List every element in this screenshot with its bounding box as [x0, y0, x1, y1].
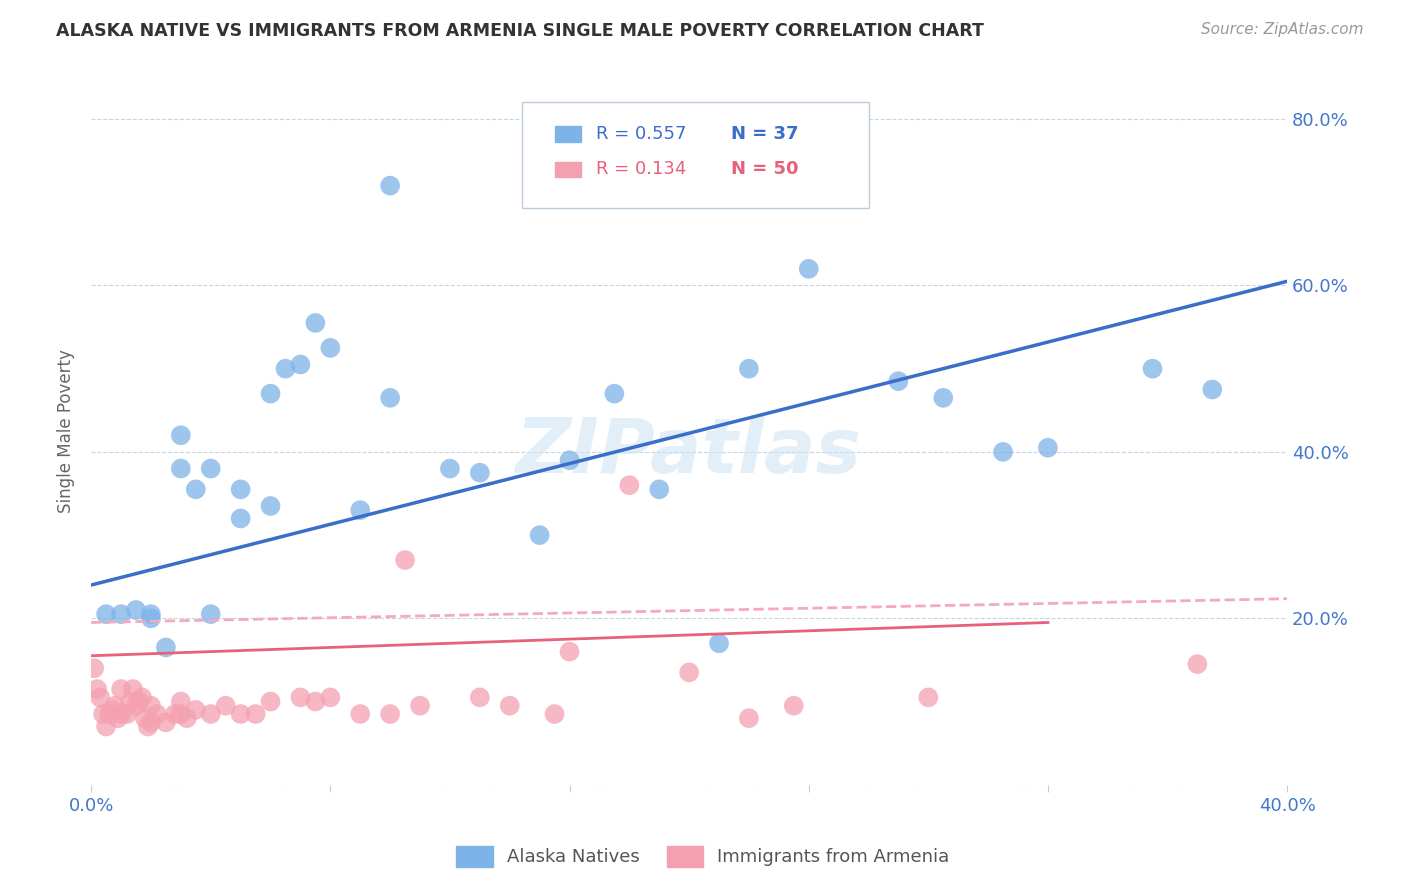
Point: [887, 374, 910, 388]
Point: [139, 715, 162, 730]
Point: [136, 719, 159, 733]
Point: [603, 386, 626, 401]
Point: [98, 706, 121, 721]
Point: [94, 607, 117, 622]
Point: [163, 706, 186, 721]
Point: [110, 607, 132, 622]
Point: [215, 698, 238, 713]
Point: [290, 358, 312, 372]
Point: [558, 453, 581, 467]
Point: [1201, 383, 1223, 397]
Point: [1036, 441, 1059, 455]
Point: [738, 361, 761, 376]
Point: [274, 361, 297, 376]
Point: [122, 681, 145, 696]
Point: [115, 706, 138, 721]
Point: [1142, 361, 1164, 376]
Point: [134, 711, 156, 725]
Point: [468, 690, 491, 705]
Point: [543, 706, 565, 721]
Point: [259, 386, 281, 401]
Point: [89, 690, 111, 705]
Point: [932, 391, 955, 405]
Text: R = 0.557: R = 0.557: [596, 125, 686, 143]
Point: [378, 178, 401, 193]
Text: Source: ZipAtlas.com: Source: ZipAtlas.com: [1201, 22, 1364, 37]
Point: [259, 499, 281, 513]
Point: [94, 719, 117, 733]
FancyBboxPatch shape: [522, 103, 869, 209]
Point: [319, 690, 342, 705]
Point: [229, 483, 252, 497]
Bar: [555, 127, 582, 142]
Text: N = 37: N = 37: [731, 125, 799, 143]
Point: [131, 690, 153, 705]
Point: [991, 445, 1014, 459]
Point: [176, 711, 198, 725]
Point: [170, 694, 193, 708]
Point: [83, 661, 105, 675]
Point: [128, 694, 150, 708]
Point: [139, 611, 162, 625]
Point: [678, 665, 700, 680]
Point: [378, 706, 401, 721]
Text: ZIPatlas: ZIPatlas: [516, 416, 862, 490]
Point: [499, 698, 522, 713]
Point: [529, 528, 551, 542]
Point: [139, 607, 162, 622]
Point: [349, 706, 371, 721]
Point: [110, 706, 132, 721]
Point: [558, 645, 581, 659]
Text: N = 50: N = 50: [731, 161, 799, 178]
Point: [304, 694, 326, 708]
Point: [200, 706, 222, 721]
Point: [619, 478, 641, 492]
Point: [468, 466, 491, 480]
Point: [170, 428, 193, 442]
Point: [290, 690, 312, 705]
Point: [125, 698, 148, 713]
Point: [155, 640, 177, 655]
Point: [107, 711, 129, 725]
Point: [200, 607, 222, 622]
Legend: Alaska Natives, Immigrants from Armenia: Alaska Natives, Immigrants from Armenia: [449, 838, 957, 874]
Point: [200, 461, 222, 475]
Point: [319, 341, 342, 355]
Point: [110, 681, 132, 696]
Point: [184, 703, 207, 717]
Point: [91, 706, 114, 721]
Point: [917, 690, 939, 705]
Point: [170, 706, 193, 721]
Point: [139, 698, 162, 713]
Point: [409, 698, 432, 713]
Point: [349, 503, 371, 517]
Point: [146, 706, 169, 721]
Point: [155, 715, 177, 730]
Point: [648, 483, 671, 497]
Point: [245, 706, 267, 721]
Text: ALASKA NATIVE VS IMMIGRANTS FROM ARMENIA SINGLE MALE POVERTY CORRELATION CHART: ALASKA NATIVE VS IMMIGRANTS FROM ARMENIA…: [56, 22, 984, 40]
Point: [229, 706, 252, 721]
Point: [104, 698, 127, 713]
Point: [170, 461, 193, 475]
Point: [304, 316, 326, 330]
Point: [184, 483, 207, 497]
Point: [707, 636, 730, 650]
Point: [738, 711, 761, 725]
Point: [259, 694, 281, 708]
Point: [101, 703, 124, 717]
Bar: [555, 161, 582, 178]
Point: [86, 681, 108, 696]
Point: [229, 511, 252, 525]
Point: [118, 694, 141, 708]
Text: R = 0.134: R = 0.134: [596, 161, 686, 178]
Y-axis label: Single Male Poverty: Single Male Poverty: [58, 349, 75, 513]
Point: [125, 603, 148, 617]
Point: [378, 391, 401, 405]
Point: [439, 461, 461, 475]
Point: [394, 553, 416, 567]
Point: [797, 261, 820, 276]
Point: [783, 698, 806, 713]
Point: [1187, 657, 1209, 672]
